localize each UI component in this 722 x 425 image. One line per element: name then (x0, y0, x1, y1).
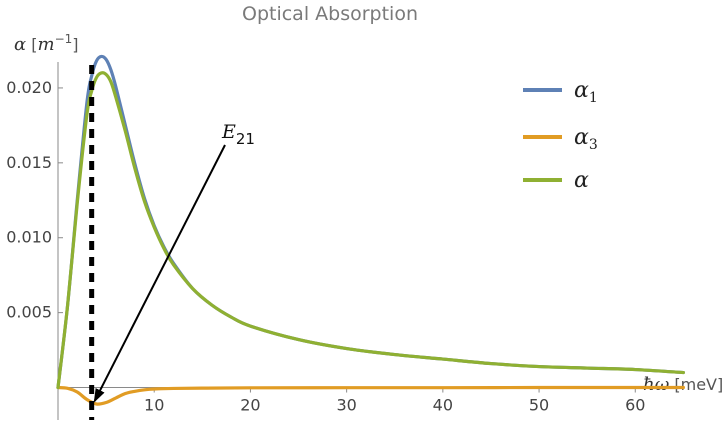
y-tick-label: 0.015 (6, 153, 52, 172)
x-axis-label: ħω [meV] (643, 374, 722, 395)
ticks: 10 20 30 40 50 60 0.005 0.010 0.015 0.020 (6, 78, 645, 415)
y-axis-label: α [m−1] (14, 32, 79, 55)
y-tick-label: 0.020 (6, 78, 52, 97)
series-line-2 (56, 385, 685, 406)
series-layer (56, 54, 685, 406)
series-line-3 (56, 71, 685, 390)
legend: α1 α3 α (523, 78, 598, 193)
x-tick-label: 10 (144, 396, 164, 415)
legend-label-2: α3 (574, 125, 598, 153)
y-tick-label: 0.010 (6, 228, 52, 247)
y-tick-label: 0.005 (6, 303, 52, 322)
legend-label-1: α1 (574, 78, 598, 106)
annotation-layer: E21 (93, 121, 255, 403)
x-tick-label: 40 (433, 396, 453, 415)
x-tick-label: 50 (529, 396, 549, 415)
chart-title: Optical Absorption (242, 3, 418, 25)
x-tick-label: 60 (625, 396, 645, 415)
x-tick-label: 20 (240, 396, 260, 415)
annotation-label: E21 (221, 121, 255, 148)
legend-label-3: α (574, 168, 589, 193)
annotation-arrow (93, 144, 226, 403)
x-tick-label: 30 (336, 396, 356, 415)
